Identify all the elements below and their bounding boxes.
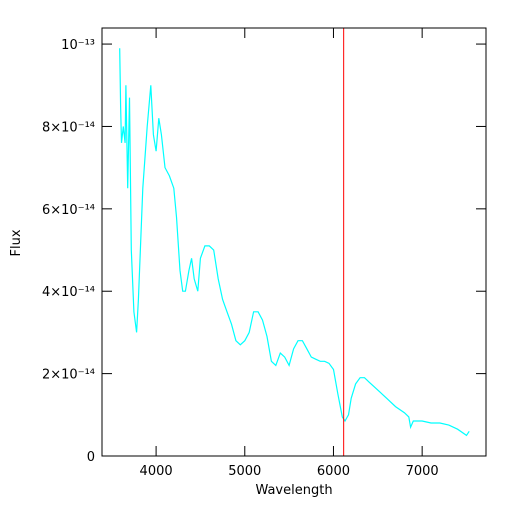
- x-tick-label: 6000: [317, 464, 350, 479]
- y-tick-label: 10⁻¹³: [61, 38, 95, 53]
- y-tick-label: 4×10⁻¹⁴: [42, 285, 95, 300]
- plot-frame: [101, 27, 487, 457]
- y-tick-label: 8×10⁻¹⁴: [42, 120, 95, 135]
- x-tick-label: 7000: [406, 464, 439, 479]
- y-axis-label: Flux: [9, 229, 24, 256]
- y-tick-label: 6×10⁻¹⁴: [42, 203, 95, 218]
- y-tick-label: 0: [87, 450, 95, 465]
- spectrum-line: [119, 48, 470, 437]
- x-tick-label: 4000: [140, 464, 173, 479]
- y-tick-label: 2×10⁻¹⁴: [42, 368, 95, 383]
- x-tick-label: 5000: [228, 464, 261, 479]
- x-axis-label: Wavelength: [255, 483, 332, 498]
